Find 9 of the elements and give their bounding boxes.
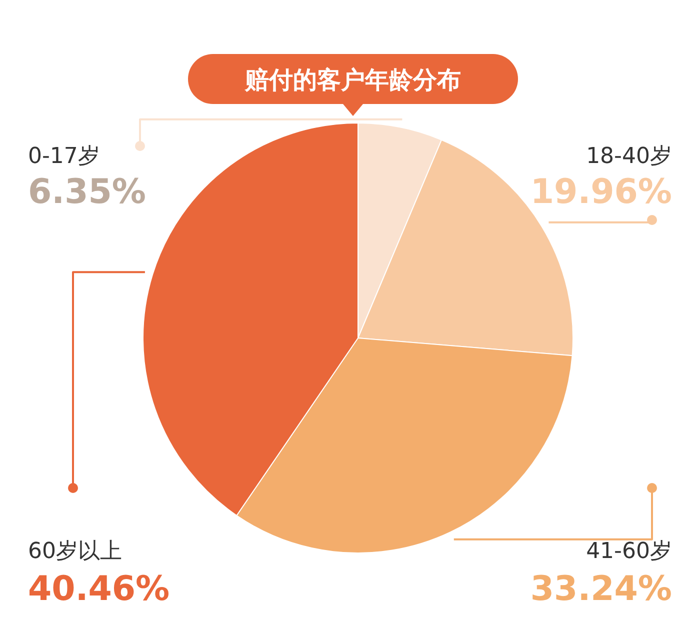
slice-label: 18-40岁 — [586, 144, 672, 169]
data-label: 33.24% — [530, 569, 672, 609]
data-label: 19.96% — [530, 172, 672, 212]
data-label: 6.35% — [28, 172, 146, 212]
data-label: 40.46% — [28, 569, 170, 609]
chart-title: 赔付的客户年龄分布 — [244, 66, 461, 94]
legend-label: 0-17岁 — [28, 144, 100, 169]
slice-label: 60岁以上 — [28, 539, 122, 564]
slice-label: 41-60岁 — [586, 539, 672, 564]
